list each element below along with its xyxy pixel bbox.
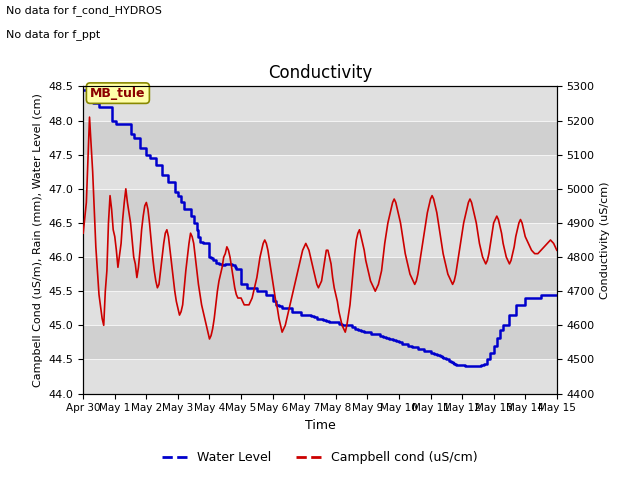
- Bar: [83, 189, 557, 223]
- Bar: [83, 325, 557, 360]
- Bar: [83, 257, 557, 291]
- Legend: Water Level, Campbell cond (uS/cm): Water Level, Campbell cond (uS/cm): [157, 446, 483, 469]
- X-axis label: Time: Time: [305, 419, 335, 432]
- Bar: [83, 86, 557, 120]
- Y-axis label: Conductivity (uS/cm): Conductivity (uS/cm): [600, 181, 611, 299]
- Bar: [83, 291, 557, 325]
- Text: MB_tule: MB_tule: [90, 86, 146, 100]
- Y-axis label: Campbell Cond (uS/m), Rain (mm), Water Level (cm): Campbell Cond (uS/m), Rain (mm), Water L…: [33, 93, 43, 387]
- Bar: [83, 360, 557, 394]
- Bar: [83, 155, 557, 189]
- Text: No data for f_ppt: No data for f_ppt: [6, 29, 100, 40]
- Bar: [83, 120, 557, 155]
- Title: Conductivity: Conductivity: [268, 64, 372, 82]
- Text: No data for f_cond_HYDROS: No data for f_cond_HYDROS: [6, 5, 163, 16]
- Bar: [83, 223, 557, 257]
